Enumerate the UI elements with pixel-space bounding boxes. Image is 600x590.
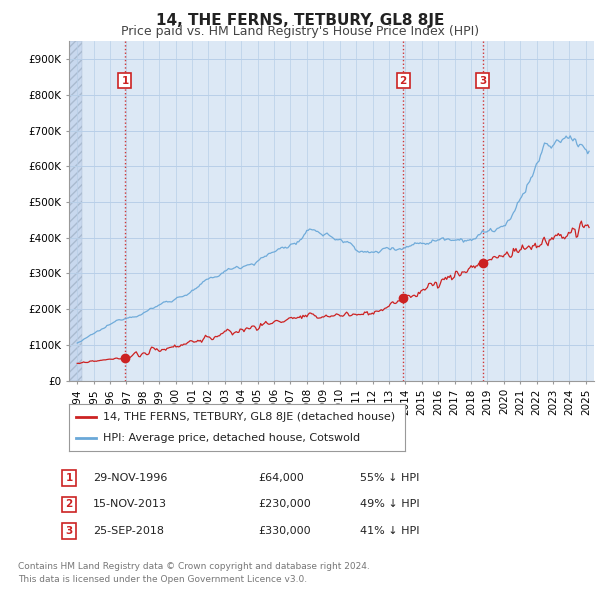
Text: 1: 1 bbox=[65, 473, 73, 483]
Text: £330,000: £330,000 bbox=[258, 526, 311, 536]
Text: Contains HM Land Registry data © Crown copyright and database right 2024.: Contains HM Land Registry data © Crown c… bbox=[18, 562, 370, 571]
Text: 41% ↓ HPI: 41% ↓ HPI bbox=[360, 526, 419, 536]
Text: 49% ↓ HPI: 49% ↓ HPI bbox=[360, 500, 419, 509]
Text: Price paid vs. HM Land Registry's House Price Index (HPI): Price paid vs. HM Land Registry's House … bbox=[121, 25, 479, 38]
Text: 14, THE FERNS, TETBURY, GL8 8JE: 14, THE FERNS, TETBURY, GL8 8JE bbox=[156, 13, 444, 28]
Text: 2: 2 bbox=[400, 76, 407, 86]
Text: 3: 3 bbox=[65, 526, 73, 536]
Text: £230,000: £230,000 bbox=[258, 500, 311, 509]
Text: 25-SEP-2018: 25-SEP-2018 bbox=[93, 526, 164, 536]
Text: £64,000: £64,000 bbox=[258, 473, 304, 483]
Text: 1: 1 bbox=[121, 76, 128, 86]
Text: 15-NOV-2013: 15-NOV-2013 bbox=[93, 500, 167, 509]
Text: 29-NOV-1996: 29-NOV-1996 bbox=[93, 473, 167, 483]
Text: 14, THE FERNS, TETBURY, GL8 8JE (detached house): 14, THE FERNS, TETBURY, GL8 8JE (detache… bbox=[103, 412, 395, 422]
Text: 55% ↓ HPI: 55% ↓ HPI bbox=[360, 473, 419, 483]
Text: 3: 3 bbox=[479, 76, 487, 86]
Text: HPI: Average price, detached house, Cotswold: HPI: Average price, detached house, Cots… bbox=[103, 433, 360, 443]
Text: This data is licensed under the Open Government Licence v3.0.: This data is licensed under the Open Gov… bbox=[18, 575, 307, 584]
Text: 2: 2 bbox=[65, 500, 73, 509]
